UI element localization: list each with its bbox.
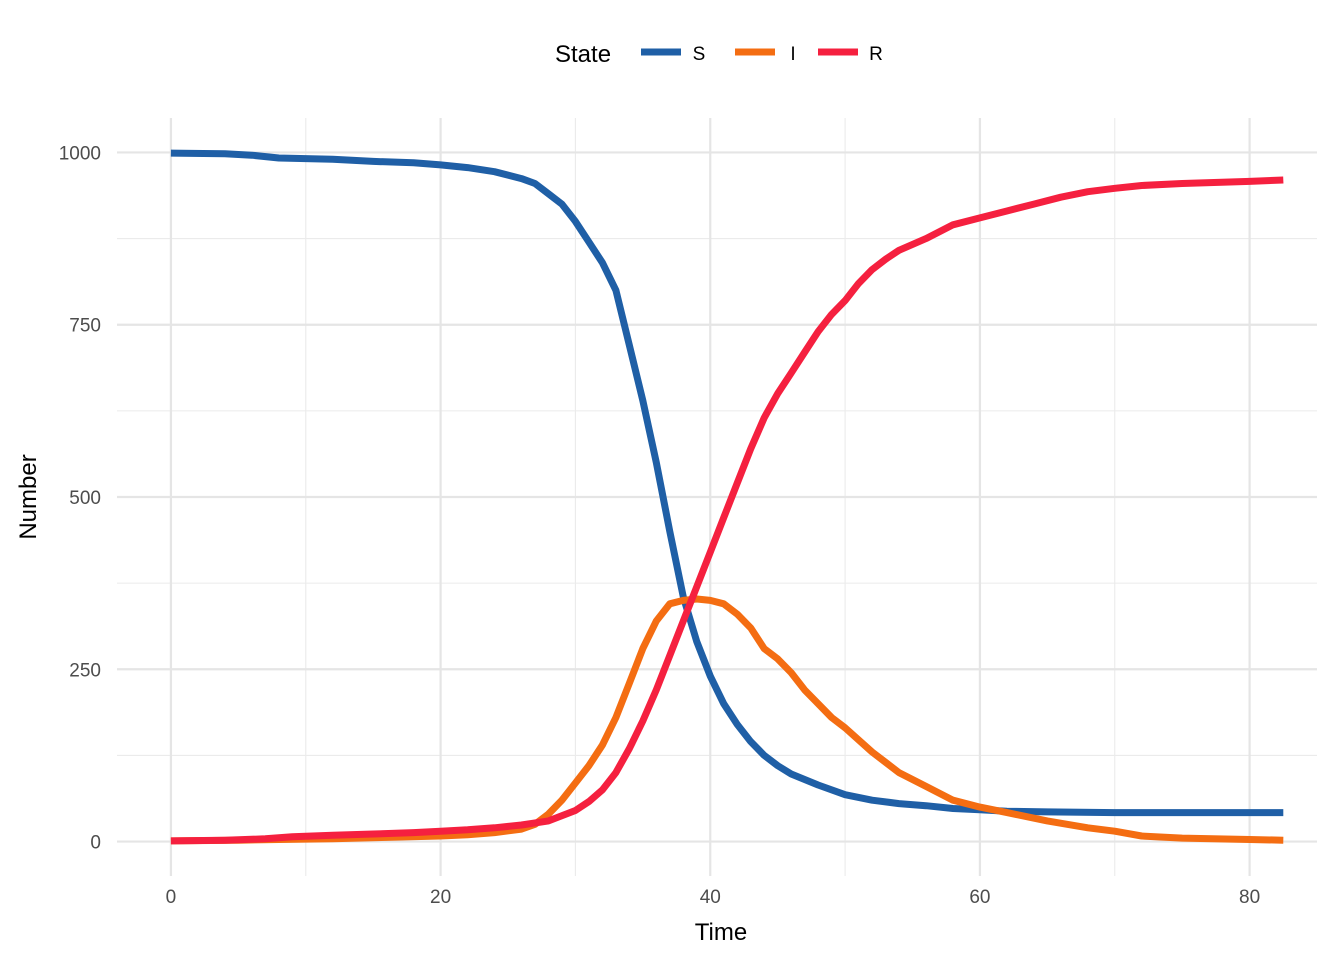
y-tick-label: 1000 [59,143,101,164]
legend: State S I R [555,41,883,68]
series-line-I [170,595,1284,845]
y-tick-label: 750 [69,316,101,337]
series-line-S [170,149,1284,817]
x-tick-label: 40 [700,887,721,908]
grid-minor [117,118,1317,876]
legend-title: State [555,41,611,68]
x-axis-ticks: 0 20 40 60 80 [166,887,1261,908]
y-tick-label: 250 [69,660,101,681]
y-tick-label: 500 [69,488,101,509]
y-tick-label: 0 [90,833,101,854]
legend-label-S: S [693,44,706,65]
y-axis-ticks: 0 250 500 750 1000 [59,143,101,853]
series-lines [170,149,1284,845]
x-axis-title: Time [695,919,747,946]
legend-label-R: R [869,44,883,65]
x-tick-label: 80 [1239,887,1260,908]
grid-major [117,118,1317,876]
x-tick-label: 60 [969,887,990,908]
x-tick-label: 0 [166,887,177,908]
x-tick-label: 20 [430,887,451,908]
series-line-R [170,176,1284,845]
legend-label-I: I [790,44,795,65]
plot-panel [117,118,1317,876]
y-axis-title: Number [15,454,42,539]
